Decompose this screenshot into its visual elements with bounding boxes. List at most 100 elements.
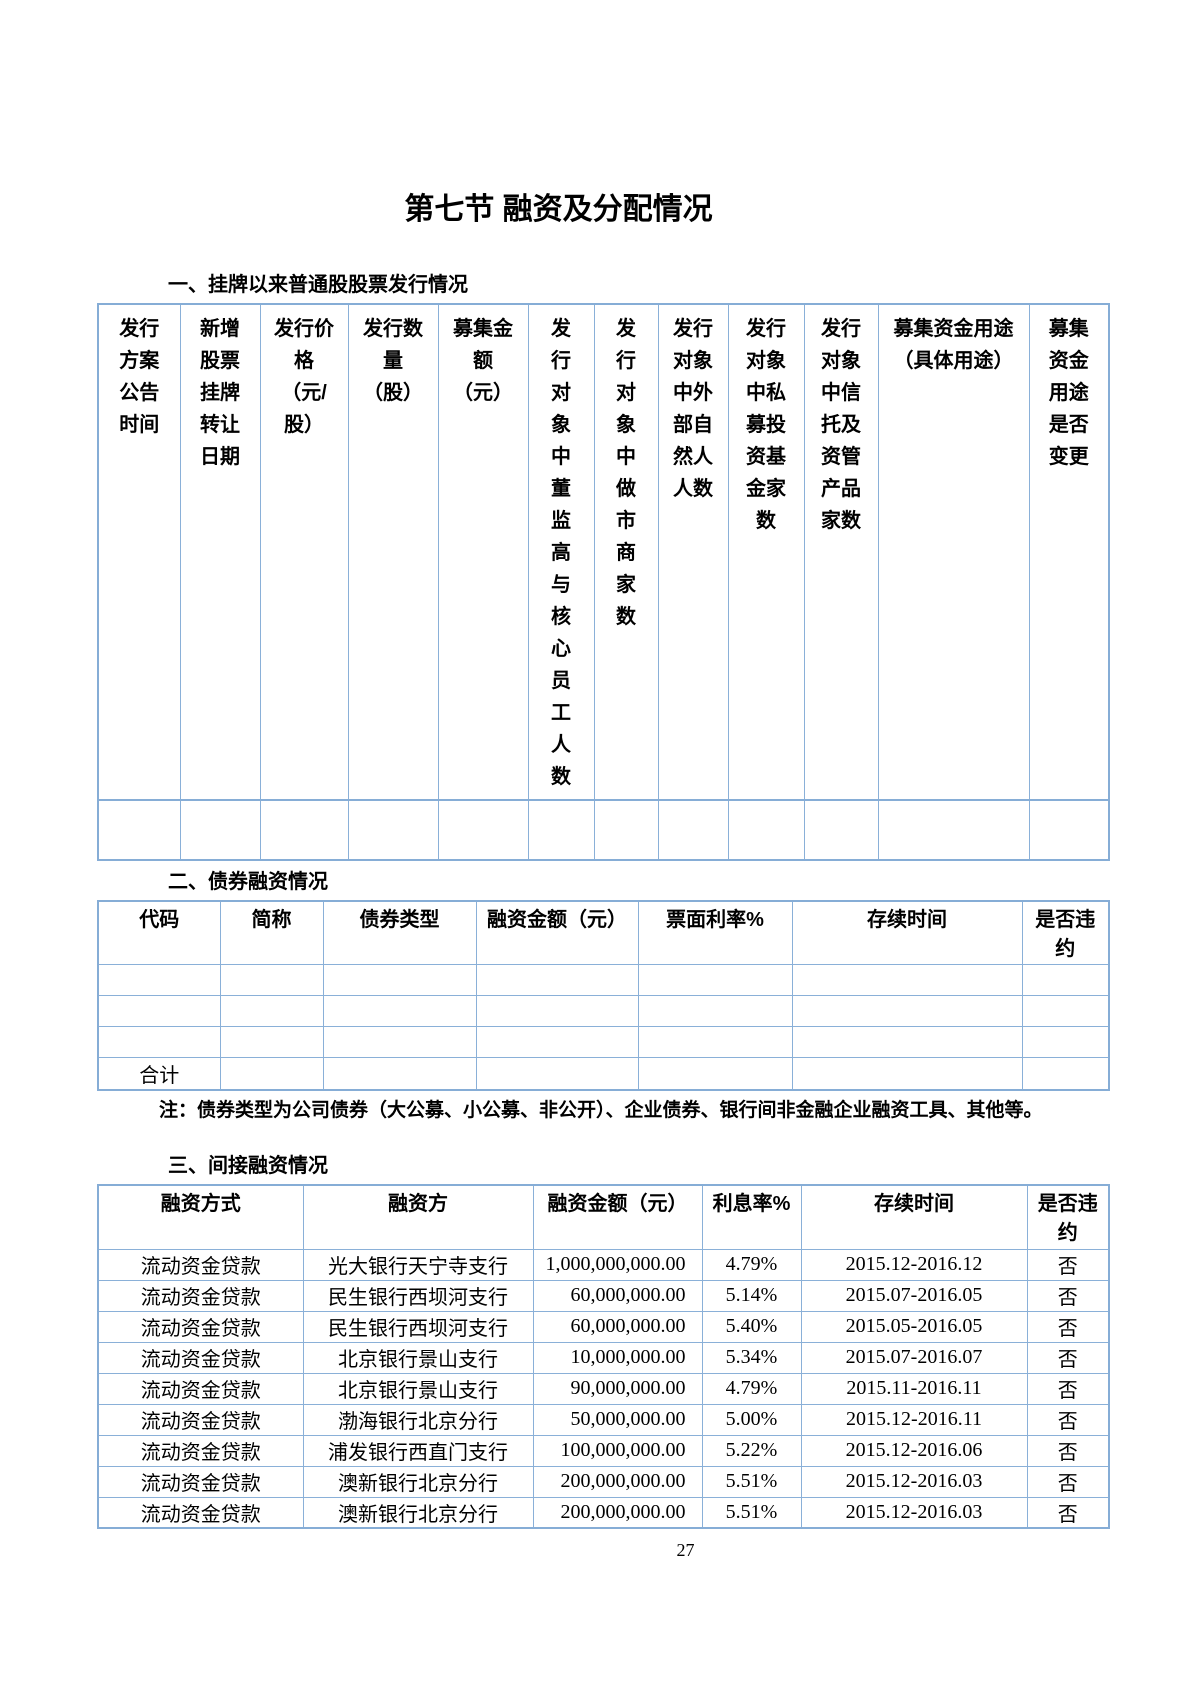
page-number: 27 bbox=[676, 1540, 695, 1560]
duration-cell: 2015.07-2016.07 bbox=[800, 1341, 1028, 1374]
empty-cell bbox=[347, 799, 439, 861]
empty-cell bbox=[322, 995, 477, 1027]
amount-cell: 50,000,000.00 bbox=[532, 1403, 703, 1436]
financier-cell: 北京银行景山支行 bbox=[302, 1372, 534, 1405]
col-header-code: 代码 bbox=[97, 900, 221, 965]
financing-method-cell: 流动资金贷款 bbox=[97, 1341, 304, 1374]
table-row: 流动资金贷款 民生银行西坝河支行 60,000,000.00 5.14% 201… bbox=[97, 1279, 1110, 1312]
empty-cell bbox=[475, 1057, 639, 1091]
col-header-interest-rate: 利息率% bbox=[701, 1184, 802, 1250]
rate-cell: 5.51% bbox=[701, 1496, 802, 1529]
rate-cell: 5.22% bbox=[701, 1434, 802, 1467]
duration-cell: 2015.12-2016.06 bbox=[800, 1434, 1028, 1467]
empty-cell bbox=[1021, 1057, 1110, 1091]
section3-heading: 三、间接融资情况 bbox=[168, 1155, 328, 1177]
financing-method-cell: 流动资金贷款 bbox=[97, 1434, 304, 1467]
table-row: 流动资金贷款 澳新银行北京分行 200,000,000.00 5.51% 201… bbox=[97, 1496, 1110, 1529]
financier-cell: 澳新银行北京分行 bbox=[302, 1496, 534, 1529]
amount-cell: 10,000,000.00 bbox=[532, 1341, 703, 1374]
rate-cell: 4.79% bbox=[701, 1372, 802, 1405]
financier-cell: 渤海银行北京分行 bbox=[302, 1403, 534, 1436]
empty-cell bbox=[322, 1026, 477, 1058]
default-cell: 否 bbox=[1026, 1496, 1110, 1529]
content-area: 第七节 融资及分配情况 一、挂牌以来普通股股票发行情况 发行 方案 公告 时间 … bbox=[97, 190, 1110, 1561]
financing-method-cell: 流动资金贷款 bbox=[97, 1372, 304, 1405]
duration-cell: 2015.11-2016.11 bbox=[800, 1372, 1028, 1405]
empty-cell bbox=[97, 964, 221, 996]
duration-cell: 2015.12-2016.03 bbox=[800, 1465, 1028, 1498]
financing-method-cell: 流动资金贷款 bbox=[97, 1403, 304, 1436]
financier-cell: 浦发银行西直门支行 bbox=[302, 1434, 534, 1467]
empty-cell bbox=[1028, 799, 1110, 861]
col-header-listing-date: 新增 股票 挂牌 转让 日期 bbox=[179, 303, 261, 801]
empty-cell bbox=[527, 799, 595, 861]
financier-cell: 北京银行景山支行 bbox=[302, 1341, 534, 1374]
rate-cell: 5.51% bbox=[701, 1465, 802, 1498]
indirect-financing-table: 融资方式 融资方 融资金额（元） 利息率% 存续时间 是否违 约 流动资金贷款 … bbox=[97, 1184, 1110, 1529]
financier-cell: 光大银行天宁寺支行 bbox=[302, 1248, 534, 1281]
empty-cell bbox=[727, 799, 805, 861]
col-header-financing-amount: 融资金额（元） bbox=[532, 1184, 703, 1250]
default-cell: 否 bbox=[1026, 1341, 1110, 1374]
table-row: 流动资金贷款 澳新银行北京分行 200,000,000.00 5.51% 201… bbox=[97, 1465, 1110, 1498]
col-header-duration: 存续时间 bbox=[800, 1184, 1028, 1250]
col-header-default: 是否违 约 bbox=[1021, 900, 1110, 965]
empty-cell bbox=[1021, 964, 1110, 996]
col-header-issue-price: 发行价 格 （元/ 股） bbox=[259, 303, 349, 801]
col-header-market-makers-count: 发 行 对 象 中 做 市 商 家 数 bbox=[593, 303, 659, 801]
financier-cell: 澳新银行北京分行 bbox=[302, 1465, 534, 1498]
bond-empty-row bbox=[97, 1026, 1110, 1058]
amount-cell: 60,000,000.00 bbox=[532, 1279, 703, 1312]
duration-cell: 2015.12-2016.12 bbox=[800, 1248, 1028, 1281]
rate-cell: 4.79% bbox=[701, 1248, 802, 1281]
table-row: 流动资金贷款 渤海银行北京分行 50,000,000.00 5.00% 2015… bbox=[97, 1403, 1110, 1436]
amount-cell: 200,000,000.00 bbox=[532, 1465, 703, 1498]
empty-cell bbox=[437, 799, 529, 861]
amount-cell: 200,000,000.00 bbox=[532, 1496, 703, 1529]
empty-cell bbox=[475, 964, 639, 996]
empty-cell bbox=[475, 995, 639, 1027]
section1-heading: 一、挂牌以来普通股股票发行情况 bbox=[168, 274, 468, 296]
financing-method-cell: 流动资金贷款 bbox=[97, 1496, 304, 1529]
duration-cell: 2015.05-2016.05 bbox=[800, 1310, 1028, 1343]
col-header-issue-quantity: 发行数 量 （股） bbox=[347, 303, 439, 801]
empty-cell bbox=[791, 964, 1023, 996]
stock-issuance-header-row: 发行 方案 公告 时间 新增 股票 挂牌 转让 日期 发行价 格 （元/ 股） … bbox=[97, 303, 1110, 801]
rate-cell: 5.40% bbox=[701, 1310, 802, 1343]
default-cell: 否 bbox=[1026, 1248, 1110, 1281]
empty-cell bbox=[637, 964, 793, 996]
col-header-external-persons-count: 发行 对象 中外 部自 然人 人数 bbox=[657, 303, 729, 801]
col-header-default: 是否违 约 bbox=[1026, 1184, 1110, 1250]
indirect-financing-header-row: 融资方式 融资方 融资金额（元） 利息率% 存续时间 是否违 约 bbox=[97, 1184, 1110, 1250]
default-cell: 否 bbox=[1026, 1279, 1110, 1312]
col-header-short-name: 简称 bbox=[219, 900, 324, 965]
financing-method-cell: 流动资金贷款 bbox=[97, 1465, 304, 1498]
empty-cell bbox=[219, 1057, 324, 1091]
financing-method-cell: 流动资金贷款 bbox=[97, 1279, 304, 1312]
financing-method-cell: 流动资金贷款 bbox=[97, 1248, 304, 1281]
financing-method-cell: 流动资金贷款 bbox=[97, 1310, 304, 1343]
rate-cell: 5.34% bbox=[701, 1341, 802, 1374]
empty-cell bbox=[1021, 995, 1110, 1027]
empty-cell bbox=[179, 799, 261, 861]
empty-cell bbox=[322, 1057, 477, 1091]
table-row: 流动资金贷款 民生银行西坝河支行 60,000,000.00 5.40% 201… bbox=[97, 1310, 1110, 1343]
empty-cell bbox=[219, 995, 324, 1027]
default-cell: 否 bbox=[1026, 1434, 1110, 1467]
default-cell: 否 bbox=[1026, 1372, 1110, 1405]
page-title: 第七节 融资及分配情况 bbox=[404, 193, 713, 226]
empty-cell bbox=[637, 1026, 793, 1058]
amount-cell: 90,000,000.00 bbox=[532, 1372, 703, 1405]
bond-total-row: 合计 bbox=[97, 1057, 1110, 1091]
empty-cell bbox=[97, 995, 221, 1027]
bond-empty-row bbox=[97, 995, 1110, 1027]
amount-cell: 60,000,000.00 bbox=[532, 1310, 703, 1343]
duration-cell: 2015.12-2016.03 bbox=[800, 1496, 1028, 1529]
col-header-raised-amount: 募集金 额 （元） bbox=[437, 303, 529, 801]
col-header-usage-changed: 募集 资金 用途 是否 变更 bbox=[1028, 303, 1110, 801]
empty-cell bbox=[97, 799, 181, 861]
empty-cell bbox=[803, 799, 879, 861]
empty-cell bbox=[791, 1057, 1023, 1091]
default-cell: 否 bbox=[1026, 1310, 1110, 1343]
